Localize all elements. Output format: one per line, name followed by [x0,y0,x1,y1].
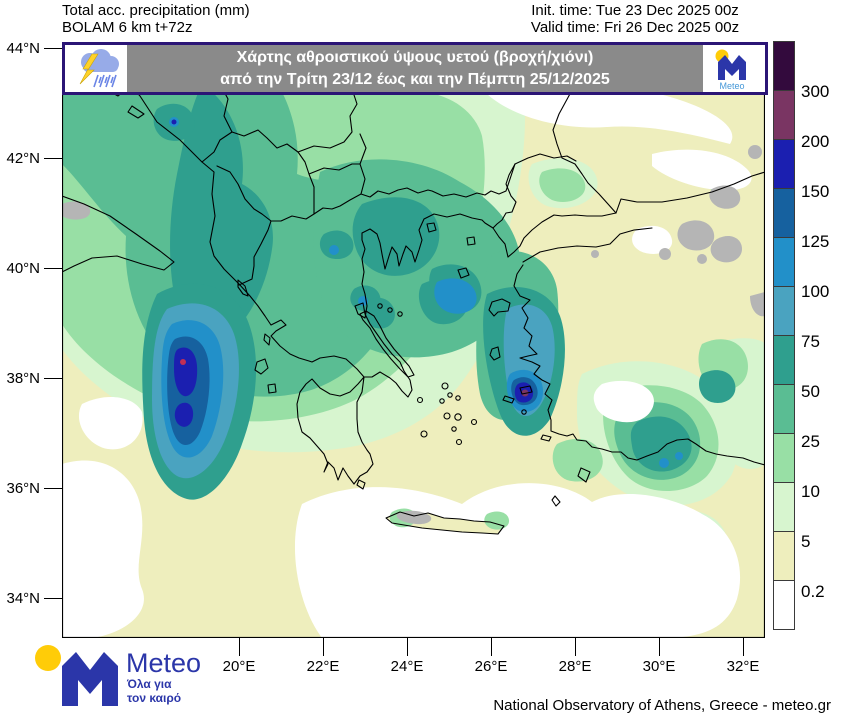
x-axis-label: 28°E [558,658,592,675]
precipitation-map [62,44,765,638]
y-axis-label: 44°N [6,40,40,57]
map-canvas [62,44,765,638]
title-banner: Χάρτης αθροιστικού ύψους υετού (βροχή/χι… [62,42,768,95]
meteo-logo: Meteo [715,49,746,91]
x-axis-label: 26°E [474,658,508,675]
colorbar-label: 150 [801,182,830,201]
header-right: Init. time: Tue 23 Dec 2025 00z Valid ti… [450,2,820,36]
colorbar-label: 0.2 [801,582,825,601]
colorbar-label: 200 [801,132,830,151]
y-axis-label: 42°N [6,150,40,167]
x-tick [407,638,408,656]
init-time: Init. time: Tue 23 Dec 2025 00z [531,2,739,19]
y-axis-label: 36°N [6,480,40,497]
valid-time: Valid time: Fri 26 Dec 2025 00z [530,19,740,36]
colorbar [773,41,795,630]
x-tick [323,638,324,656]
banner-title-line1: Χάρτης αθροιστικού ύψους υετού (βροχή/χι… [236,48,594,66]
banner-title: Χάρτης αθροιστικού ύψους υετού (βροχή/χι… [127,45,703,92]
colorbar-cell [773,139,795,189]
colorbar-label: 10 [801,482,820,501]
y-axis-label: 38°N [6,370,40,387]
model-label: BOLAM 6 km t+72z [62,19,193,36]
y-tick [44,378,62,379]
footer-logo-label: Meteo [126,648,201,678]
y-axis-label: 40°N [6,260,40,277]
footer-logo-tagline2: τον καιρό [127,691,181,705]
storm-icon [79,49,119,88]
storm-icon-box [65,45,127,92]
colorbar-label: 300 [801,82,830,101]
colorbar-cell [773,90,795,140]
colorbar-label: 25 [801,432,820,451]
colorbar-cell [773,433,795,483]
x-tick [575,638,576,656]
x-tick [491,638,492,656]
x-axis-label: 30°E [642,658,676,675]
colorbar-cell [773,580,795,630]
x-axis-label: 24°E [390,658,424,675]
colorbar-cell [773,237,795,287]
meteo-logo-box: Meteo [703,45,765,92]
x-tick [239,638,240,656]
y-tick [44,268,62,269]
colorbar-cell [773,531,795,581]
colorbar-label: 100 [801,282,830,301]
y-tick [44,488,62,489]
x-tick [659,638,660,656]
colorbar-cell [773,335,795,385]
y-tick [44,48,62,49]
x-axis-label: 32°E [726,658,760,675]
colorbar-cell [773,286,795,336]
colorbar-label: 50 [801,382,820,401]
product-title: Total acc. precipitation (mm) [62,2,250,19]
colorbar-cell [773,41,795,91]
x-axis-label: 20°E [222,658,256,675]
colorbar-cell [773,482,795,532]
colorbar-cell [773,188,795,238]
banner-title-line2: από την Τρίτη 23/12 έως και την Πέμπτη 2… [220,70,610,88]
credit-text: National Observatory of Athens, Greece -… [493,697,831,714]
y-tick [44,598,62,599]
colorbar-label: 5 [801,532,811,551]
meteo-logo-label: Meteo [719,81,744,91]
x-tick [743,638,744,656]
precip-level-150 [171,119,534,427]
gray-patches [62,145,765,525]
colorbar-label: 75 [801,332,820,351]
colorbar-cell [773,384,795,434]
y-axis-label: 34°N [6,590,40,607]
header-left: Total acc. precipitation (mm) BOLAM 6 km… [62,2,250,36]
colorbar-label: 125 [801,232,830,251]
footer-logo-tagline1: Όλα για [126,677,172,691]
x-axis-label: 22°E [306,658,340,675]
y-tick [44,158,62,159]
meteo-logo-footer: Meteo Όλα για τον καιρό [26,644,226,718]
